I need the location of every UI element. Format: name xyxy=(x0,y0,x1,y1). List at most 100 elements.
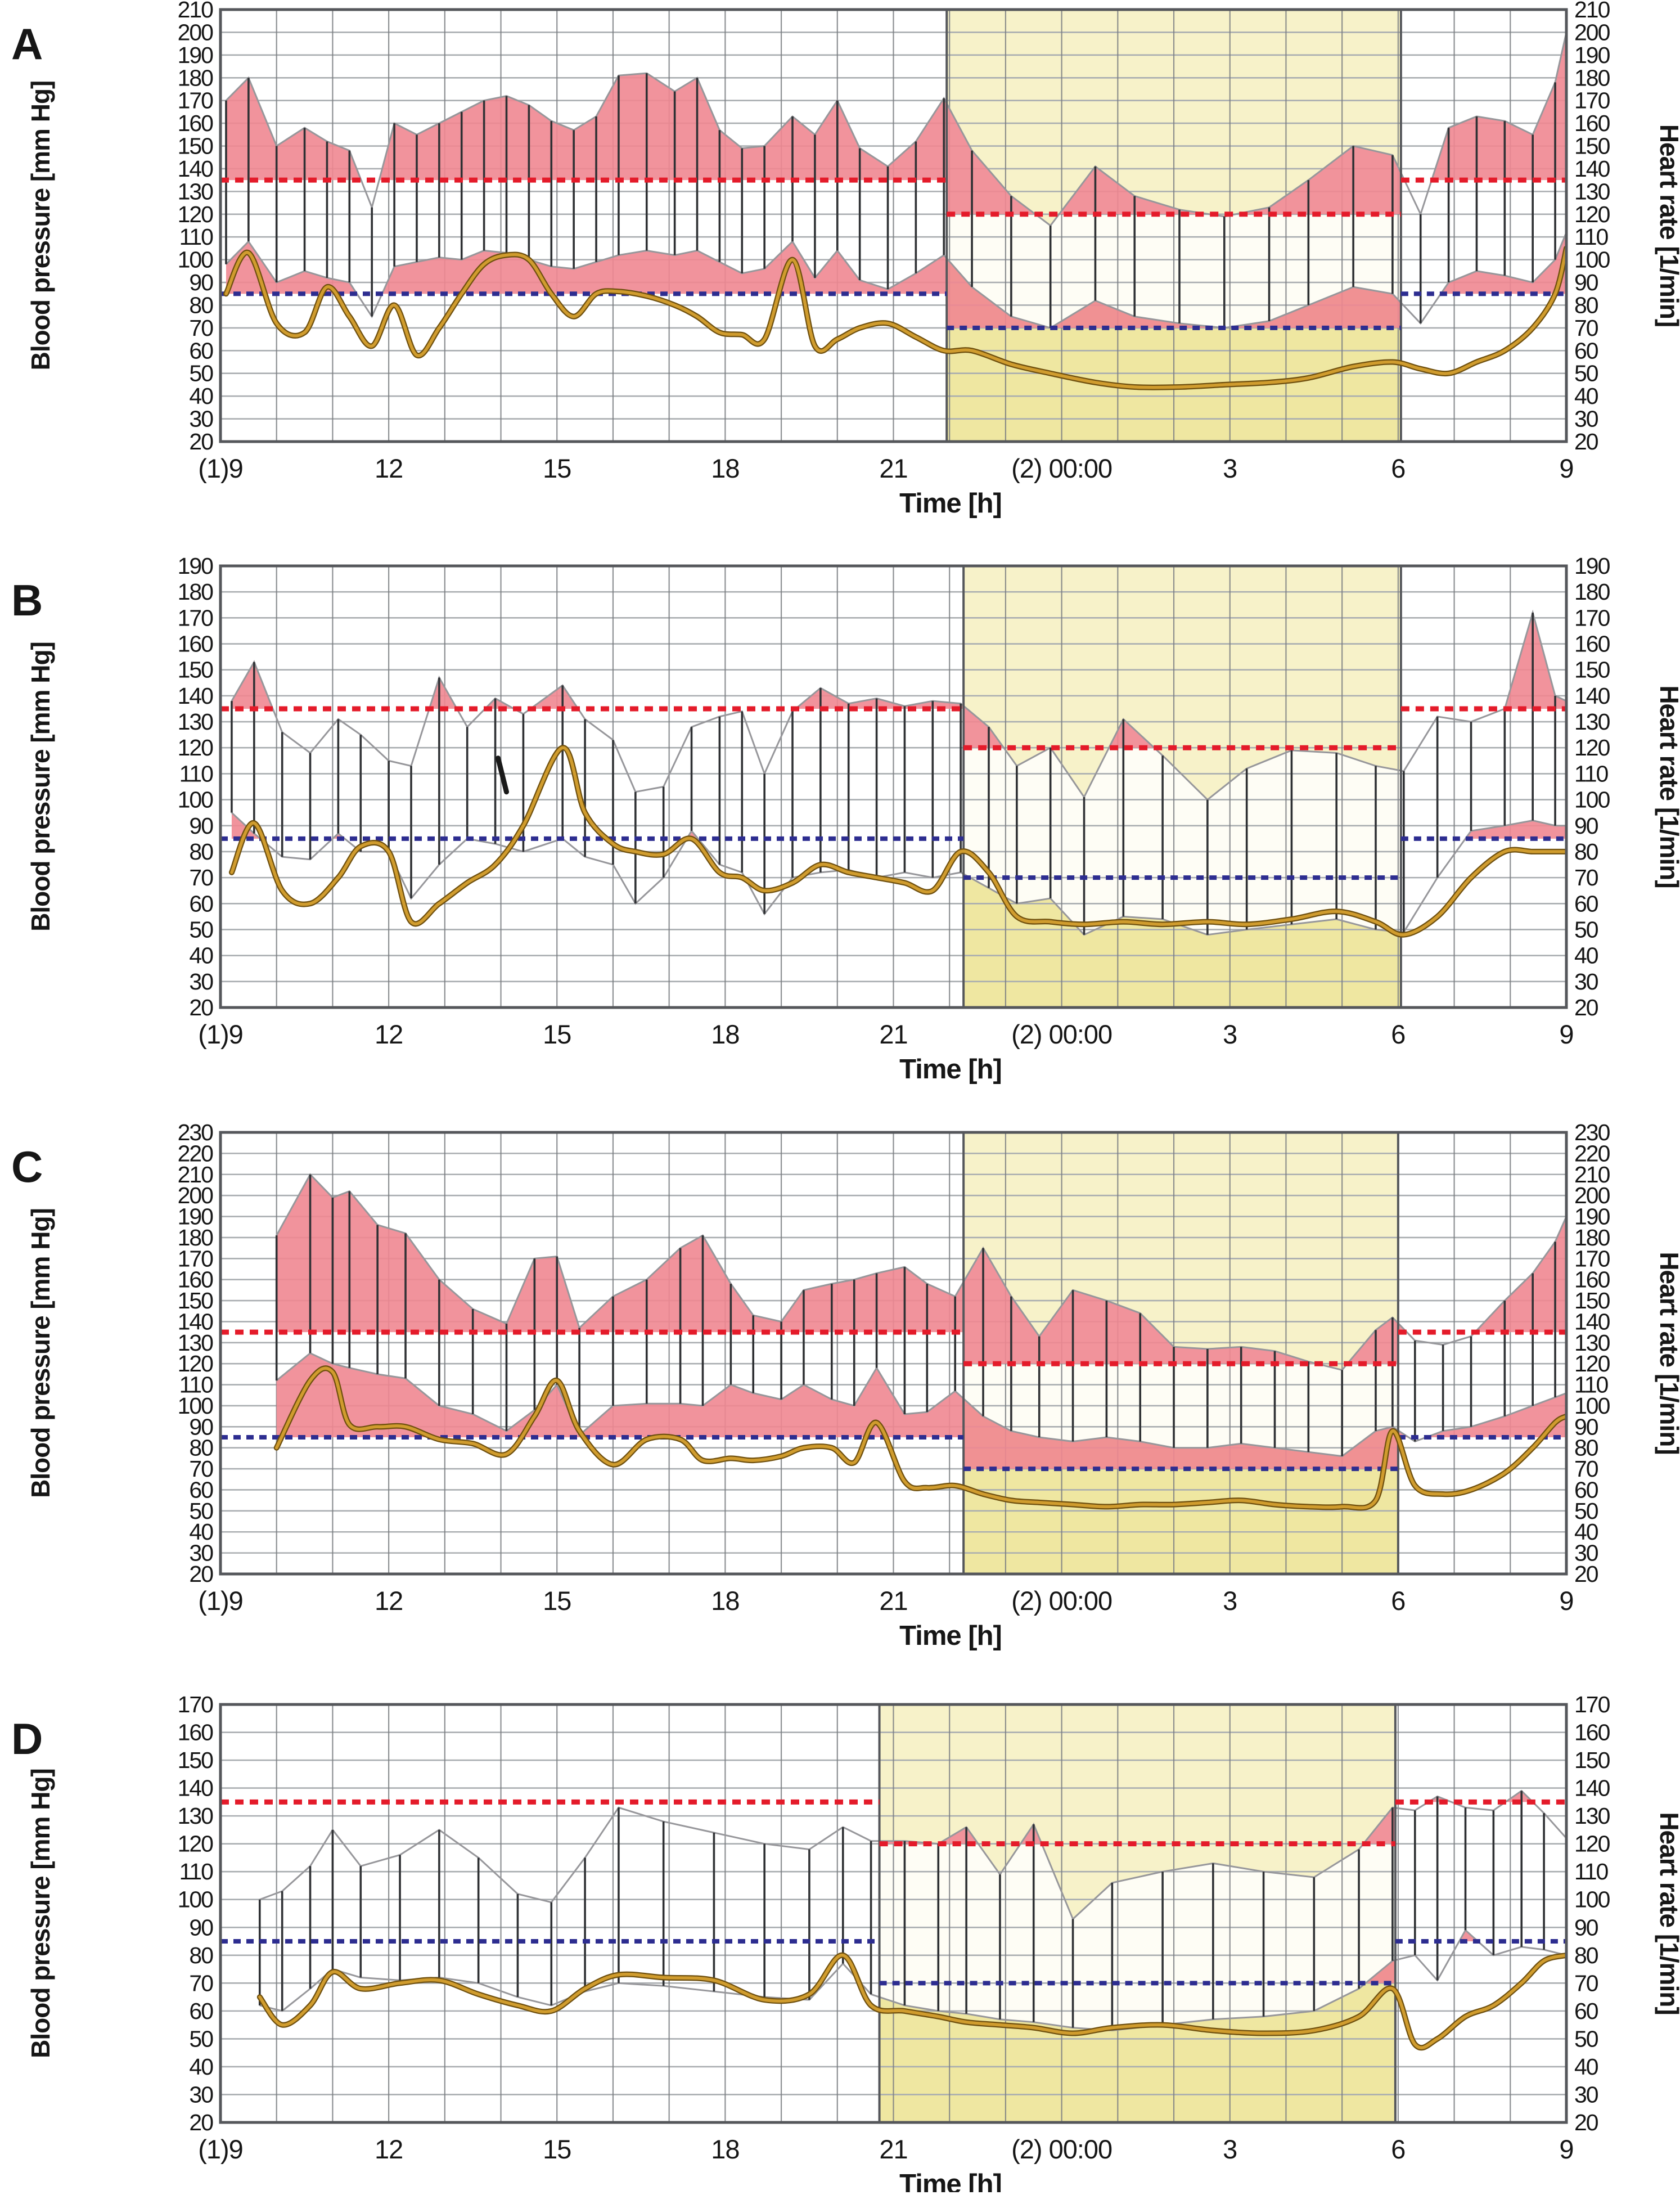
heart-rate-line xyxy=(224,246,1566,389)
svg-text:190: 190 xyxy=(178,553,214,579)
measurement-lines xyxy=(225,32,1566,328)
svg-text:50: 50 xyxy=(189,2026,213,2052)
svg-text:140: 140 xyxy=(1574,683,1610,709)
svg-text:130: 130 xyxy=(1574,709,1610,735)
svg-text:(2) 00:00: (2) 00:00 xyxy=(1011,2134,1112,2164)
svg-text:60: 60 xyxy=(189,338,213,363)
svg-text:80: 80 xyxy=(1574,1942,1598,1968)
svg-text:50: 50 xyxy=(1574,2026,1598,2052)
svg-text:15: 15 xyxy=(543,2134,571,2164)
svg-text:170: 170 xyxy=(1574,88,1610,114)
svg-text:160: 160 xyxy=(178,631,214,657)
svg-text:190: 190 xyxy=(178,42,214,68)
svg-text:160: 160 xyxy=(1574,110,1610,136)
y-axis-right-title: Heart rate [1/min] xyxy=(1655,685,1680,888)
svg-text:50: 50 xyxy=(1574,916,1598,942)
svg-text:120: 120 xyxy=(178,1831,214,1857)
svg-text:(1)9: (1)9 xyxy=(198,1586,243,1616)
svg-text:100: 100 xyxy=(178,1887,214,1913)
svg-text:110: 110 xyxy=(1574,224,1609,250)
svg-text:170: 170 xyxy=(1574,1245,1610,1271)
svg-text:50: 50 xyxy=(189,916,213,942)
svg-text:200: 200 xyxy=(178,1182,214,1208)
svg-text:230: 230 xyxy=(1574,1119,1610,1145)
svg-text:70: 70 xyxy=(189,1970,213,1996)
svg-text:210: 210 xyxy=(1574,0,1610,23)
x-axis-labels: (1)9 12 15 18 21 (2) 00:00 3 6 9 xyxy=(198,453,1574,483)
svg-text:150: 150 xyxy=(178,1288,214,1314)
svg-text:70: 70 xyxy=(1574,865,1598,890)
y-axis-left-labels: 2030405060708090100110120130140150160170… xyxy=(178,1119,215,1587)
svg-text:9: 9 xyxy=(1559,1586,1573,1616)
svg-text:20: 20 xyxy=(1574,1561,1598,1587)
annotation-mark xyxy=(496,755,510,795)
svg-text:(1)9: (1)9 xyxy=(198,2134,243,2164)
svg-text:170: 170 xyxy=(178,88,214,114)
svg-text:80: 80 xyxy=(1574,839,1598,865)
svg-text:50: 50 xyxy=(1574,361,1598,386)
svg-text:9: 9 xyxy=(1559,453,1573,483)
svg-text:80: 80 xyxy=(189,839,213,865)
diastolic-line xyxy=(259,1928,1566,2032)
svg-text:20: 20 xyxy=(1574,2109,1598,2135)
svg-text:180: 180 xyxy=(178,579,214,605)
panel-A: 2030405060708090100110120130140150160170… xyxy=(11,0,1680,519)
svg-text:90: 90 xyxy=(1574,269,1598,295)
svg-text:110: 110 xyxy=(1574,1859,1609,1884)
heart-rate-line xyxy=(230,746,1566,937)
svg-text:90: 90 xyxy=(1574,813,1598,839)
svg-text:18: 18 xyxy=(711,1586,739,1616)
svg-text:150: 150 xyxy=(1574,657,1610,683)
svg-text:100: 100 xyxy=(178,1393,214,1419)
svg-text:(1)9: (1)9 xyxy=(198,453,243,483)
grid xyxy=(220,566,1566,1007)
svg-text:40: 40 xyxy=(1574,383,1598,409)
svg-text:90: 90 xyxy=(189,1414,213,1440)
panel-letter: B xyxy=(11,575,43,625)
y-axis-right-labels: 2030405060708090100110120130140150160170… xyxy=(1574,1119,1611,1587)
x-axis-labels: (1)9 12 15 18 21 (2) 00:00 3 6 9 xyxy=(198,1019,1574,1049)
svg-text:140: 140 xyxy=(178,683,214,709)
svg-text:180: 180 xyxy=(1574,65,1610,91)
svg-text:160: 160 xyxy=(178,1720,214,1746)
svg-text:120: 120 xyxy=(1574,1831,1610,1857)
x-axis-labels: (1)9 12 15 18 21 (2) 00:00 3 6 9 xyxy=(198,1586,1574,1616)
svg-text:9: 9 xyxy=(1559,1019,1573,1049)
plot-border xyxy=(219,1131,1568,1576)
y-axis-left-labels: 2030405060708090100110120130140150160170… xyxy=(178,0,215,455)
svg-text:160: 160 xyxy=(1574,1720,1610,1746)
y-axis-left-labels: 2030405060708090100110120130140150160170… xyxy=(178,553,215,1020)
svg-text:12: 12 xyxy=(375,1586,403,1616)
y-axis-left-title: Blood pressure [mm Hg] xyxy=(26,1208,55,1498)
svg-text:40: 40 xyxy=(189,383,213,409)
svg-text:140: 140 xyxy=(1574,1775,1610,1801)
svg-text:40: 40 xyxy=(189,1519,213,1545)
y-axis-right-title: Heart rate [1/min] xyxy=(1655,1812,1680,2014)
svg-text:170: 170 xyxy=(178,1692,214,1717)
systolic-exceedance-area xyxy=(226,32,1566,214)
measurement-lines xyxy=(258,1791,1566,2031)
bp-envelope xyxy=(259,1791,1566,2031)
svg-text:70: 70 xyxy=(189,315,213,341)
svg-text:18: 18 xyxy=(711,453,739,483)
svg-text:70: 70 xyxy=(1574,1970,1598,1996)
x-axis-title: Time [h] xyxy=(899,1054,1002,1085)
svg-text:70: 70 xyxy=(189,1456,213,1482)
svg-text:130: 130 xyxy=(1574,178,1610,204)
svg-text:140: 140 xyxy=(178,1775,214,1801)
svg-text:(2) 00:00: (2) 00:00 xyxy=(1011,453,1112,483)
svg-text:120: 120 xyxy=(1574,1351,1610,1377)
svg-text:220: 220 xyxy=(1574,1140,1610,1166)
svg-text:220: 220 xyxy=(178,1140,214,1166)
svg-text:50: 50 xyxy=(189,1498,213,1524)
svg-text:160: 160 xyxy=(178,110,214,136)
y-axis-right-labels: 2030405060708090100110120130140150160170… xyxy=(1574,553,1611,1020)
plot-border xyxy=(219,8,1568,443)
svg-text:60: 60 xyxy=(1574,890,1598,916)
svg-text:20: 20 xyxy=(189,429,213,455)
svg-text:190: 190 xyxy=(1574,1204,1610,1230)
svg-text:15: 15 xyxy=(543,1019,571,1049)
